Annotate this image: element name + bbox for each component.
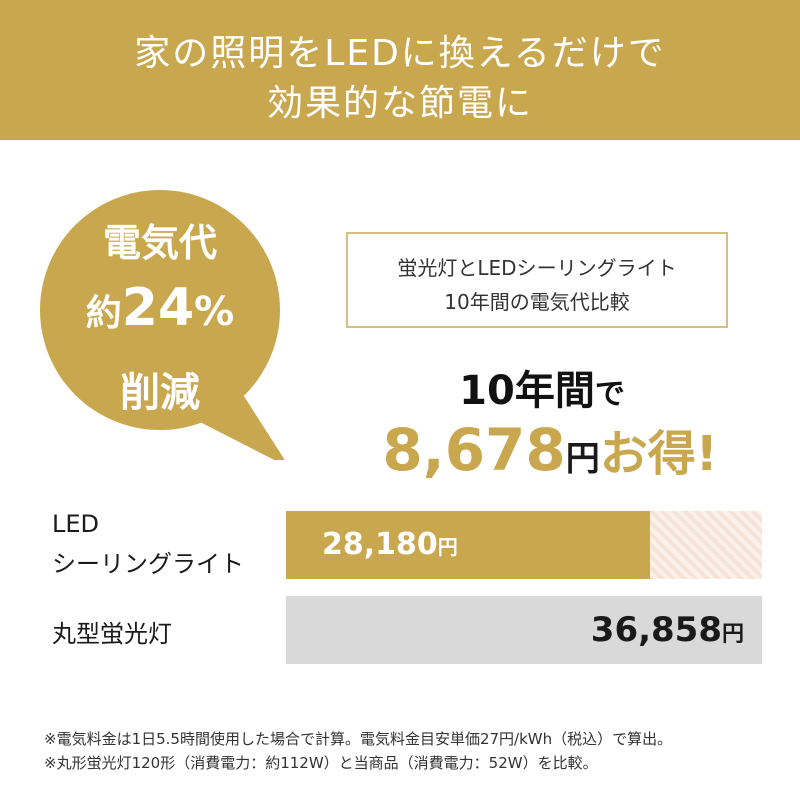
- footnote-2: ※丸形蛍光灯120形（消費電力：約112W）と当商品（消費電力：52W）を比較。: [44, 754, 598, 772]
- headline-line-2: 効果的な節電に: [266, 83, 533, 124]
- bar-label-led-line-2: シーリングライト: [52, 550, 244, 578]
- bar-track-fluorescent: 36,858円: [286, 596, 762, 664]
- bar-value-fluorescent: 36,858円: [591, 610, 744, 650]
- bar-value-led-number: 28,180: [322, 527, 438, 562]
- comparison-line-1: 蛍光灯とLEDシーリングライト: [397, 256, 677, 280]
- savings-period: 10年間で: [346, 358, 738, 416]
- bar-value-fluorescent-unit: 円: [721, 622, 744, 647]
- bar-value-fluorescent-number: 36,858: [590, 610, 722, 650]
- savings-currency: 円: [565, 439, 600, 479]
- bar-track-led: 28,180円: [286, 511, 762, 579]
- badge-prefix: 約: [85, 293, 122, 334]
- badge-line-2: 約24%: [40, 278, 280, 338]
- savings-suffix: お得!: [599, 426, 718, 482]
- badge-percent: %: [194, 289, 235, 335]
- bar-label-led-line-1: LED: [52, 510, 100, 538]
- header-banner: 家の照明をLEDに換えるだけで 効果的な節電に: [0, 0, 800, 140]
- bar-value-led-unit: 円: [437, 535, 458, 559]
- badge-line-3: 削減: [120, 370, 200, 416]
- bar-value-led: 28,180円: [322, 527, 458, 562]
- headline-line-1: 家の照明をLEDに換えるだけで: [134, 33, 666, 74]
- badge-number: 24: [121, 278, 195, 338]
- savings-amount-line: 8,678円お得!: [340, 414, 760, 484]
- comparison-line-2: 10年間の電気代比較: [444, 290, 630, 314]
- bar-led: [286, 511, 650, 579]
- footnote-1: ※電気料金は1日5.5時間使用した場合で計算。電気料金目安単価27円/kWh（税…: [44, 730, 673, 748]
- badge-line-1: 電気代: [102, 221, 217, 265]
- comparison-caption-box: 蛍光灯とLEDシーリングライト 10年間の電気代比較: [346, 232, 728, 328]
- savings-amount: 8,678: [382, 416, 566, 484]
- savings-period-text: 10年間: [459, 368, 595, 414]
- bar-label-fluorescent: 丸型蛍光灯: [52, 620, 172, 648]
- savings-particle: で: [594, 377, 625, 412]
- bar-fluorescent: [286, 596, 762, 664]
- speech-bubble-shape: [40, 190, 285, 460]
- savings-badge: 電気代 約24% 削減: [40, 190, 300, 460]
